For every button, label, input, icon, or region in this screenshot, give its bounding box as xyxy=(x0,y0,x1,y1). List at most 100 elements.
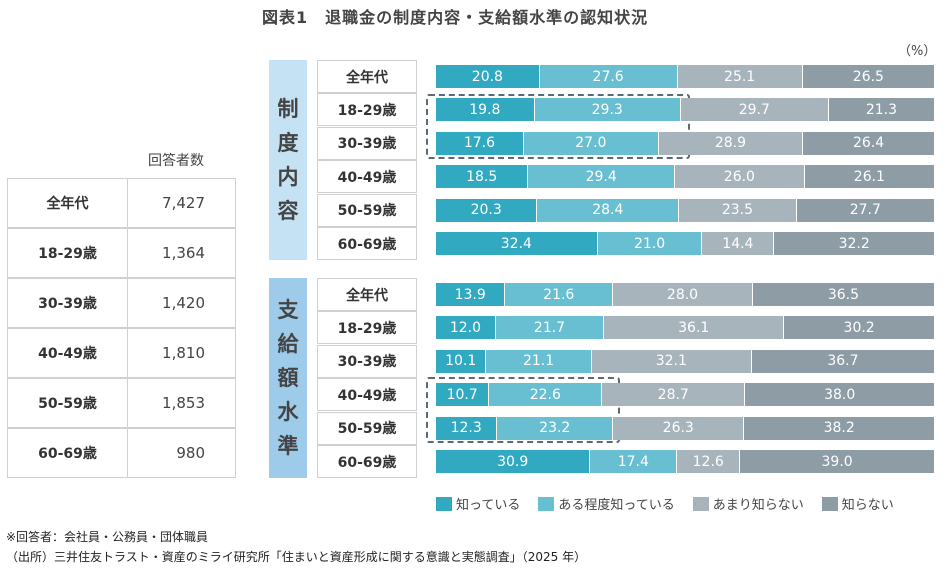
bar-segment-somewhat-know: 28.4 xyxy=(537,198,680,222)
section-label-char: 準 xyxy=(277,434,299,459)
section-label-char: 給 xyxy=(277,332,299,357)
bar-segment-somewhat-know: 23.2 xyxy=(497,416,614,440)
bar-segment-somewhat-know: 29.4 xyxy=(528,165,676,189)
legend-label: 知らない xyxy=(841,498,894,513)
bar-segment-little-know: 28.7 xyxy=(602,383,746,407)
bar-segment-know: 20.8 xyxy=(436,65,540,88)
chart-title: 図表1 退職金の制度内容・支給額水準の認知状況 xyxy=(262,8,649,27)
legend-item: ある程度知っている xyxy=(538,494,675,513)
respondent-count: 980 xyxy=(176,444,205,462)
bar-segment-little-know: 25.1 xyxy=(677,65,803,88)
bar-segment-not-know: 36.7 xyxy=(751,349,935,373)
bar-segment-little-know: 26.3 xyxy=(613,416,745,440)
bar-segment-know: 20.3 xyxy=(436,198,538,222)
bar-segment-somewhat-know: 17.4 xyxy=(590,450,678,473)
row-label: 60-69歳 xyxy=(317,445,417,478)
respondents-row: 全年代 7,427 xyxy=(7,178,236,228)
respondents-row: 40-49歳 1,810 xyxy=(7,328,236,378)
bar-segment-little-know: 23.5 xyxy=(679,198,797,222)
legend-label: ある程度知っている xyxy=(558,498,675,513)
row-label: 40-49歳 xyxy=(317,378,417,412)
bar-segment-somewhat-know: 27.0 xyxy=(523,131,659,155)
source-note: （出所）三井住友トラスト・資産のミライ研究所「住まいと資産形成に関する意識と実態… xyxy=(6,550,587,564)
respondent-note: ※回答者：会社員・公務員・団体職員 xyxy=(6,530,209,544)
legend-swatch xyxy=(538,496,555,511)
legend-item: 知らない xyxy=(821,494,894,513)
bar-segment-not-know: 26.5 xyxy=(802,65,935,88)
respondents-header: 回答者数 xyxy=(148,153,204,169)
highlight-box-system xyxy=(426,94,690,159)
row-label: 18-29歳 xyxy=(317,311,417,345)
legend-swatch xyxy=(692,496,709,511)
bar-segment-know: 10.7 xyxy=(436,383,490,407)
section-label-char: 内 xyxy=(277,165,299,190)
bar-segment-somewhat-know: 22.6 xyxy=(489,383,603,407)
legend-label: 知っている xyxy=(456,498,521,513)
bar-segment-little-know: 28.9 xyxy=(658,131,804,155)
section-label-char: 度 xyxy=(277,131,299,156)
legend-label: あまり知らない xyxy=(712,498,804,513)
age-label: 50-59歳 xyxy=(8,379,128,427)
bar-segment-not-know: 26.4 xyxy=(803,131,935,155)
legend-item: あまり知らない xyxy=(692,494,804,513)
section-label-char: 額 xyxy=(277,366,299,391)
bar-segment-somewhat-know: 29.3 xyxy=(534,98,681,122)
section-label-amount: 支給額水準 xyxy=(269,278,307,479)
bar-segment-somewhat-know: 21.1 xyxy=(486,349,592,373)
bar-segment-not-know: 30.2 xyxy=(784,316,935,340)
bar-segment-little-know: 14.4 xyxy=(702,232,775,255)
bar-segment-little-know: 32.1 xyxy=(591,349,752,373)
age-label: 60-69歳 xyxy=(8,429,128,477)
row-label: 60-69歳 xyxy=(317,227,417,260)
bar-segment-not-know: 27.7 xyxy=(796,198,935,222)
bar-segment-little-know: 28.0 xyxy=(613,283,753,306)
legend: 知っている ある程度知っている あまり知らない 知らない xyxy=(436,494,894,513)
bar-segment-know: 18.5 xyxy=(436,165,529,189)
unit-label: （%） xyxy=(898,44,937,59)
legend-swatch xyxy=(436,496,452,511)
section-label-char: 制 xyxy=(277,97,299,122)
respondents-row: 30-39歳 1,420 xyxy=(7,278,236,328)
bar-segment-not-know: 26.1 xyxy=(804,165,935,189)
row-label: 30-39歳 xyxy=(317,126,417,160)
legend-swatch xyxy=(821,496,838,511)
bar-segment-somewhat-know: 21.0 xyxy=(597,232,703,255)
respondent-count: 1,420 xyxy=(162,294,205,312)
respondent-count: 1,364 xyxy=(162,244,205,262)
bar-segment-know: 19.8 xyxy=(436,98,535,122)
row-label: 40-49歳 xyxy=(317,160,417,194)
bar-segment-not-know: 38.2 xyxy=(744,416,935,440)
row-label: 全年代 xyxy=(317,60,417,93)
age-label: 18-29歳 xyxy=(8,229,128,277)
respondents-row: 60-69歳 980 xyxy=(7,428,236,478)
age-label: 全年代 xyxy=(8,179,128,227)
bar-segment-somewhat-know: 21.7 xyxy=(495,316,605,340)
bar-segment-know: 12.0 xyxy=(436,316,496,340)
bar-segment-know: 10.1 xyxy=(436,349,487,373)
row-label: 50-59歳 xyxy=(317,193,417,227)
respondent-count: 1,810 xyxy=(162,344,205,362)
respondents-row: 50-59歳 1,853 xyxy=(7,378,236,428)
bar-segment-not-know: 32.2 xyxy=(774,232,935,255)
bar-segment-not-know: 36.5 xyxy=(752,283,935,306)
bar-segment-know: 12.3 xyxy=(436,416,498,440)
bar-segment-little-know: 12.6 xyxy=(677,450,741,473)
bar-segment-not-know: 21.3 xyxy=(828,98,935,122)
bar-segment-know: 17.6 xyxy=(436,131,524,155)
respondent-count: 1,853 xyxy=(162,394,205,412)
row-label: 全年代 xyxy=(317,278,417,311)
section-label-char: 水 xyxy=(277,400,299,425)
bar-segment-not-know: 39.0 xyxy=(740,450,935,473)
legend-item: 知っている xyxy=(436,494,520,513)
bar-segment-little-know: 36.1 xyxy=(604,316,785,340)
highlight-box-amount xyxy=(426,377,620,443)
bar-segment-little-know: 29.7 xyxy=(680,98,829,122)
bar-segment-somewhat-know: 27.6 xyxy=(539,65,678,88)
respondent-count: 7,427 xyxy=(162,194,205,212)
bar-segment-know: 30.9 xyxy=(436,450,591,473)
bar-segment-know: 13.9 xyxy=(436,283,506,306)
age-label: 30-39歳 xyxy=(8,279,128,327)
bar-segment-somewhat-know: 21.6 xyxy=(505,283,614,306)
section-label-char: 支 xyxy=(277,298,299,323)
